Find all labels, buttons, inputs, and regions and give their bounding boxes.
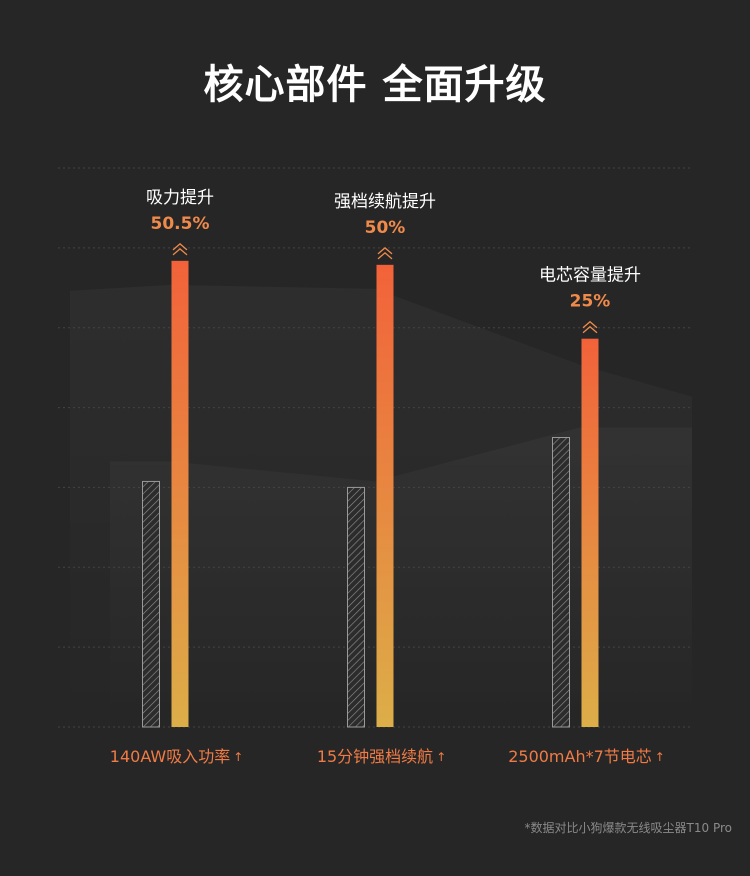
- improvement-value: 50%: [365, 218, 406, 238]
- baseline-bar: [347, 486, 365, 728]
- upgraded-bar: [581, 338, 599, 727]
- chevron-up-icon: [582, 325, 598, 334]
- arrow-up-icon: ↑: [436, 750, 446, 764]
- gridlines: [58, 167, 692, 728]
- improvement-label: 吸力提升: [146, 188, 214, 208]
- category-label: 2500mAh*7节电芯: [508, 747, 652, 766]
- improvement-value: 50.5%: [151, 214, 210, 234]
- chevron-up-icon: [172, 242, 188, 251]
- baseline-bar: [142, 480, 160, 728]
- chevron-up-icon: [377, 246, 393, 255]
- arrow-up-icon: ↑: [233, 750, 243, 764]
- improvement-value: 25%: [570, 292, 611, 312]
- upgraded-bar: [376, 264, 394, 727]
- improvement-label: 电芯容量提升: [539, 266, 641, 286]
- arrow-up-icon: ↑: [655, 750, 665, 764]
- improvement-label: 强档续航提升: [334, 192, 436, 212]
- chevron-up-icon: [582, 320, 598, 329]
- category-label: 15分钟强档续航: [317, 747, 433, 766]
- chevron-up-icon: [172, 247, 188, 256]
- category-label: 140AW吸入功率: [110, 747, 230, 766]
- glow-shape-lower: [110, 427, 692, 727]
- footnote: *数据对比小狗爆款无线吸尘器T10 Pro: [524, 821, 732, 835]
- page-title: 核心部件 全面升级: [203, 62, 547, 108]
- chevron-up-icon: [377, 251, 393, 260]
- upgraded-bar: [171, 260, 189, 727]
- bars: [142, 242, 599, 728]
- baseline-bar: [552, 437, 570, 728]
